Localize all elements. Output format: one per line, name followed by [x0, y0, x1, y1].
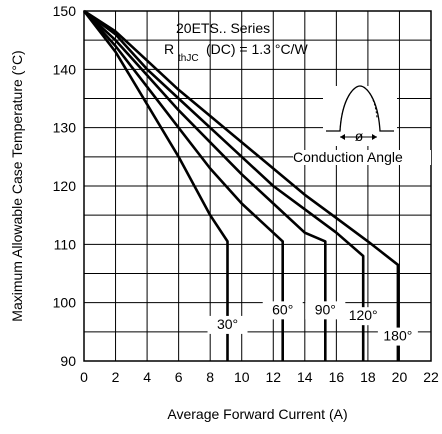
conduction-waveform-icon	[323, 85, 397, 146]
x-tick-label: 8	[206, 369, 214, 385]
series-label: 120°	[349, 307, 378, 323]
x-tick-label: 2	[112, 369, 120, 385]
series-label: 30°	[217, 316, 238, 332]
series-label: 180°	[383, 328, 412, 344]
x-axis-label: Average Forward Current (A)	[167, 406, 347, 422]
series-line-2	[83, 10, 285, 361]
rthjc-subscript: thJC	[178, 53, 199, 64]
series-lines	[82, 9, 400, 361]
y-tick-label: 100	[53, 295, 77, 311]
series-labels: 30° 60° 90° 120° 180°	[207, 301, 418, 346]
conduction-angle-label: Conduction Angle	[293, 149, 403, 165]
series-line-1	[82, 10, 229, 361]
series-line-3	[83, 10, 327, 361]
y-axis-label: Maximum Allowable Case Temperature (°C)	[9, 50, 25, 321]
x-tick-label: 18	[360, 369, 376, 385]
series-line-5	[83, 9, 400, 361]
x-tick-label: 4	[143, 369, 151, 385]
series-label: 60°	[272, 301, 293, 317]
rthjc-value: (DC) = 1.3 °C/W	[206, 41, 308, 57]
x-tick-labels: 0 2 4 6 8 10 12 14 16 18 20 22	[80, 369, 439, 385]
y-tick-label: 90	[60, 353, 76, 369]
x-tick-label: 20	[392, 369, 408, 385]
y-tick-labels: 90 100 110 120 130 140 150	[53, 3, 77, 369]
series-label-bg	[262, 301, 303, 320]
y-tick-label: 140	[53, 61, 77, 77]
series-label-bg	[343, 307, 384, 326]
series-line-4	[83, 9, 365, 361]
x-tick-label: 6	[175, 369, 183, 385]
phi-symbol: ø	[355, 128, 364, 144]
x-tick-label: 0	[80, 369, 88, 385]
plot-frame	[83, 10, 432, 362]
series-label-bg	[377, 327, 418, 346]
series-label-bg	[305, 301, 346, 320]
y-tick-label: 130	[53, 120, 77, 136]
x-tick-label: 14	[297, 369, 313, 385]
rthjc-symbol: R	[164, 41, 174, 57]
y-tick-label: 120	[53, 178, 77, 194]
x-tick-label: 16	[329, 369, 345, 385]
y-tick-label: 110	[54, 236, 77, 252]
series-label: 90°	[315, 301, 336, 317]
series-label-bg	[207, 315, 248, 334]
y-tick-label: 150	[53, 3, 77, 19]
series-annotation: 20ETS.. Series	[176, 20, 270, 36]
x-tick-label: 12	[265, 369, 281, 385]
x-tick-label: 10	[234, 369, 250, 385]
x-tick-label: 22	[423, 369, 439, 385]
